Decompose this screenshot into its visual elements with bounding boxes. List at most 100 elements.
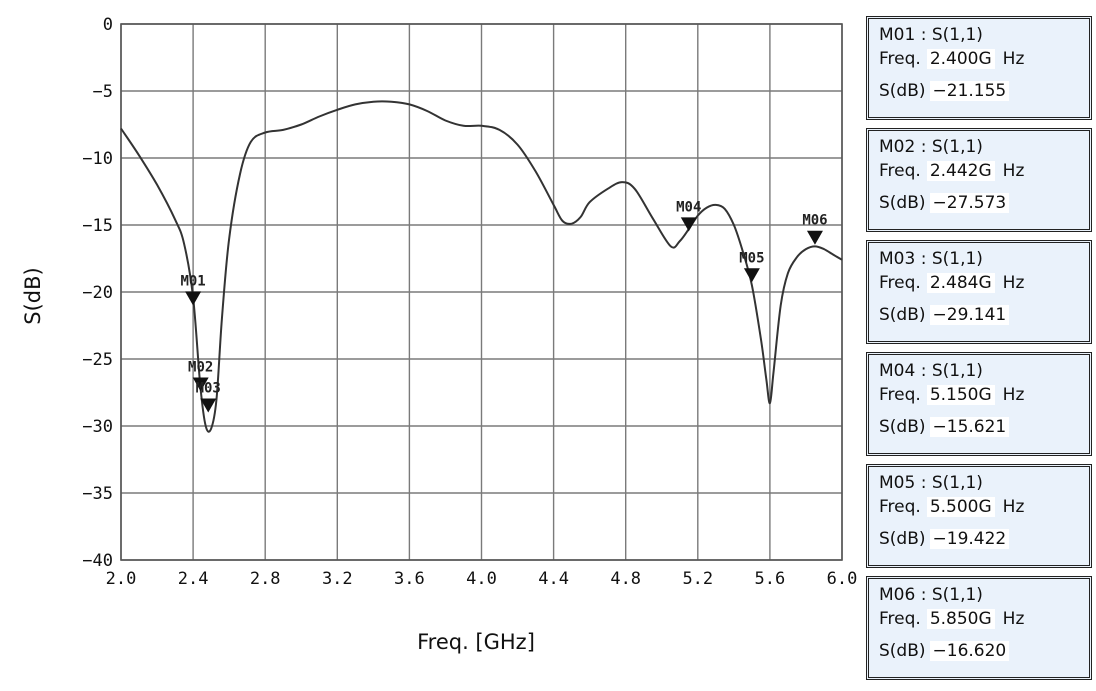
marker-box-title: M04 : S(1,1) xyxy=(879,361,983,381)
y-tick-label: −15 xyxy=(82,216,113,236)
y-tick-label: −5 xyxy=(93,82,113,102)
freq-unit: Hz xyxy=(1002,273,1025,293)
freq-label: Freq. xyxy=(879,273,921,293)
freq-value: 5.500G xyxy=(926,497,995,517)
x-tick-label: 2.4 xyxy=(178,569,209,589)
marker-box-sdb-line: S(dB) −21.155 xyxy=(879,81,1010,101)
x-tick-label: 4.4 xyxy=(538,569,569,589)
marker-box-freq-line: Freq. 5.150G Hz xyxy=(879,385,1024,405)
s-label: S(dB) xyxy=(879,81,926,101)
marker-box-title-line: M02 : S(1,1) xyxy=(879,137,983,157)
marker-triangle-m01 xyxy=(185,291,202,306)
marker-label-m01: M01 xyxy=(180,273,205,289)
s-label: S(dB) xyxy=(879,193,926,213)
marker-box-sdb-line: S(dB) −29.141 xyxy=(879,305,1010,325)
marker-box-title: M03 : S(1,1) xyxy=(879,249,983,269)
s-value: −21.155 xyxy=(929,81,1010,101)
freq-label: Freq. xyxy=(879,161,921,181)
marker-label-m03: M03 xyxy=(196,380,221,396)
marker-label-m02: M02 xyxy=(188,359,213,375)
marker-triangle-m06 xyxy=(806,230,823,245)
s-value: −15.621 xyxy=(929,417,1010,437)
marker-box-title: M06 : S(1,1) xyxy=(879,585,983,605)
marker-box-title-line: M05 : S(1,1) xyxy=(879,473,983,493)
s-label: S(dB) xyxy=(879,641,926,661)
x-tick-label: 3.6 xyxy=(394,569,425,589)
x-axis-title: Freq. [GHz] xyxy=(417,630,535,654)
freq-unit: Hz xyxy=(1002,49,1025,69)
x-tick-label: 5.6 xyxy=(755,569,786,589)
x-tick-label: 4.8 xyxy=(610,569,641,589)
freq-label: Freq. xyxy=(879,609,921,629)
freq-unit: Hz xyxy=(1002,497,1025,517)
freq-value: 2.442G xyxy=(926,161,995,181)
y-tick-label: −20 xyxy=(82,283,113,303)
x-tick-label: 2.0 xyxy=(106,569,137,589)
marker-layer: M01 M02 M03 M04 M05 M06 xyxy=(180,199,828,413)
marker-box-title-line: M04 : S(1,1) xyxy=(879,361,983,381)
s-value: −29.141 xyxy=(929,305,1010,325)
marker-label-m06: M06 xyxy=(802,213,827,229)
marker-box-freq-line: Freq. 2.442G Hz xyxy=(879,161,1024,181)
s11-curve xyxy=(120,100,843,433)
y-tick-label: −10 xyxy=(82,149,113,169)
marker-box-m04: M04 : S(1,1) Freq. 5.150G Hz S(dB) −15.621 xyxy=(866,352,1092,456)
marker-box-sdb-line: S(dB) −15.621 xyxy=(879,417,1010,437)
chart: M01 M02 M03 M04 M05 M06 2.0 2.4 2.8 3.2 3.6 4.0 4.4… xyxy=(21,15,858,654)
freq-label: Freq. xyxy=(879,49,921,69)
s-value: −19.422 xyxy=(929,529,1010,549)
y-tick-label: −40 xyxy=(82,551,113,571)
marker-box-m03: M03 : S(1,1) Freq. 2.484G Hz S(dB) −29.141 xyxy=(866,240,1092,344)
freq-label: Freq. xyxy=(879,385,921,405)
marker-box-title: M05 : S(1,1) xyxy=(879,473,983,493)
freq-unit: Hz xyxy=(1002,609,1025,629)
x-tick-label: 4.0 xyxy=(466,569,497,589)
marker-readout-panel: M01 : S(1,1) Freq. 2.400G Hz S(dB) −21.155 M02… xyxy=(866,16,1096,691)
freq-unit: Hz xyxy=(1002,385,1025,405)
freq-value: 5.850G xyxy=(926,609,995,629)
marker-box-title-line: M01 : S(1,1) xyxy=(879,25,983,45)
marker-triangle-m05 xyxy=(743,268,760,283)
freq-unit: Hz xyxy=(1002,161,1025,181)
y-tick-label: 0 xyxy=(103,15,113,35)
s-value: −27.573 xyxy=(929,193,1010,213)
marker-box-freq-line: Freq. 2.484G Hz xyxy=(879,273,1024,293)
marker-label-m04: M04 xyxy=(676,199,701,215)
plot-frame xyxy=(120,23,843,561)
marker-box-title-line: M06 : S(1,1) xyxy=(879,585,983,605)
freq-value: 2.484G xyxy=(926,273,995,293)
grid xyxy=(120,23,843,561)
s-label: S(dB) xyxy=(879,417,926,437)
freq-label: Freq. xyxy=(879,497,921,517)
marker-triangle-m03 xyxy=(200,398,217,413)
marker-box-freq-line: Freq. 2.400G Hz xyxy=(879,49,1024,69)
marker-box-sdb-line: S(dB) −27.573 xyxy=(879,193,1010,213)
marker-box-m06: M06 : S(1,1) Freq. 5.850G Hz S(dB) −16.620 xyxy=(866,576,1092,680)
marker-box-title: M01 : S(1,1) xyxy=(879,25,983,45)
x-tick-label: 6.0 xyxy=(827,569,858,589)
s-label: S(dB) xyxy=(879,529,926,549)
y-axis-title: S(dB) xyxy=(21,267,45,324)
marker-box-freq-line: Freq. 5.850G Hz xyxy=(879,609,1024,629)
freq-value: 2.400G xyxy=(926,49,995,69)
marker-box-m05: M05 : S(1,1) Freq. 5.500G Hz S(dB) −19.422 xyxy=(866,464,1092,568)
y-tick-label: −30 xyxy=(82,417,113,437)
x-tick-label: 3.2 xyxy=(322,569,353,589)
marker-label-m05: M05 xyxy=(739,250,764,266)
marker-box-m02: M02 : S(1,1) Freq. 2.442G Hz S(dB) −27.573 xyxy=(866,128,1092,232)
marker-box-freq-line: Freq. 5.500G Hz xyxy=(879,497,1024,517)
marker-triangle-m04 xyxy=(680,217,697,232)
freq-value: 5.150G xyxy=(926,385,995,405)
y-tick-label: −25 xyxy=(82,350,113,370)
marker-box-sdb-line: S(dB) −19.422 xyxy=(879,529,1010,549)
marker-box-m01: M01 : S(1,1) Freq. 2.400G Hz S(dB) −21.155 xyxy=(866,16,1092,120)
y-tick-labels: 0 −5 −10 −15 −20 −25 −30 −35 −40 xyxy=(82,15,113,571)
x-tick-label: 2.8 xyxy=(250,569,281,589)
s-label: S(dB) xyxy=(879,305,926,325)
curve-layer xyxy=(120,100,843,433)
marker-triangle-m02 xyxy=(192,377,209,392)
marker-box-title: M02 : S(1,1) xyxy=(879,137,983,157)
x-tick-labels: 2.0 2.4 2.8 3.2 3.6 4.0 4.4 4.8 5.2 5.6 6.0 xyxy=(106,569,858,589)
y-tick-label: −35 xyxy=(82,484,113,504)
marker-box-sdb-line: S(dB) −16.620 xyxy=(879,641,1010,661)
